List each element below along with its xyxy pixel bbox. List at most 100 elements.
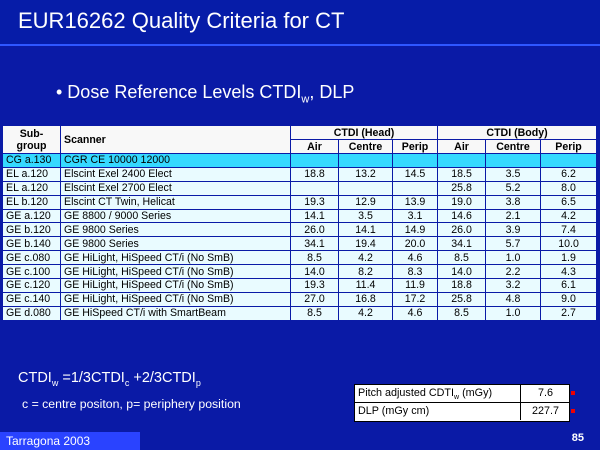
formula-sub1: w [51,377,59,388]
header-body-perip: Perip [540,139,598,154]
cell-head-air: 19.3 [290,194,339,210]
cell-head-air: 8.5 [290,305,339,321]
table-row: GE b.140 GE 9800 Series 34.1 19.4 20.0 34.1 5.… [2,236,598,252]
cell-subgroup: GE c.140 [2,291,61,307]
cell-head-perip: 4.6 [391,250,439,266]
cell-body-air: 14.0 [437,264,487,280]
cell-body-air: 25.8 [437,291,487,307]
cell-head-air: 27.0 [290,291,339,307]
cell-subgroup: EL a.120 [2,180,61,196]
cell-body-air: 14.6 [437,208,487,224]
cell-body-centre: 1.0 [485,305,542,321]
cell-head-perip: 11.9 [391,278,439,293]
page-number: 85 [571,432,584,444]
header-body-air: Air [437,139,487,154]
header-head-air: Air [290,139,339,154]
cell-subgroup: GE c.120 [2,278,61,293]
cell-head-perip: 17.2 [391,291,439,307]
formula-part1: CTDI [18,370,52,386]
cell-body-perip: 2.7 [540,305,598,321]
cell-body-air: 18.8 [437,278,487,293]
cell-head-centre: 19.4 [338,236,393,252]
cell-body-centre: 3.2 [485,278,542,293]
table-row: EL a.120 Elscint Exel 2400 Elect 18.8 13.2 1… [2,166,598,182]
header-body-centre: Centre [485,139,542,154]
result-ctdi-value: 7.6 [520,385,570,402]
cell-head-air: 14.0 [290,264,339,280]
cell-subgroup: EL b.120 [2,194,61,210]
cell-body-centre: 3.8 [485,194,542,210]
cell-subgroup: GE a.120 [2,208,61,224]
ctdi-table-container: Sub- group Scanner CTDI (Head) CTDI (Bod… [2,125,598,356]
cell-body-perip: 1.9 [540,250,598,266]
cell-head-perip: 20.0 [391,236,439,252]
cell-scanner: GE 9800 Series [60,222,291,238]
cell-head-perip: 3.1 [391,208,439,224]
cell-body-perip: 6.5 [540,194,598,210]
title-bar [0,0,600,44]
cell-body-perip: 8.0 [540,180,598,196]
table-row: GE a.120 GE 8800 / 9000 Series 14.1 3.5 3.1 1… [2,208,598,224]
cell-head-centre: 4.2 [338,305,393,321]
cell-body-air: 8.5 [437,250,487,266]
table-row: GE b.120 GE 9800 Series 26.0 14.1 14.9 26.0 3.… [2,222,598,238]
table-row: GE c.120 GE HiLight, HiSpeed CT/i (No SmB… [2,278,598,293]
cell-subgroup: GE b.120 [2,222,61,238]
table-row: GE d.080 GE HiSpeed CT/i with SmartBeam 8.… [2,305,598,321]
cell-head-perip: 4.6 [391,305,439,321]
cell-body-perip: 7.4 [540,222,598,238]
cell-body-centre: 3.5 [485,166,542,182]
result-box: Pitch adjusted CDTIw (mGy) 7.6 DLP (mGy … [354,384,575,422]
header-subgroup-line1: Sub- [19,127,44,140]
bullet-text: • Dose Reference Levels CTDI [56,82,302,102]
cell-scanner: GE 9800 Series [60,236,291,252]
table-row: EL a.120 Elscint Exel 2700 Elect 25.8 5.2 8.… [2,180,598,196]
cell-head-air: 18.8 [290,166,339,182]
cell-head-centre: 13.2 [338,166,393,182]
header-ctdi-body: CTDI (Body) [437,125,598,140]
header-subgroup: Sub- group [2,125,61,154]
formula-part3: +2/3CTDI [129,370,196,386]
cell-head-centre: 14.1 [338,222,393,238]
cell-head-perip [391,180,439,196]
cell-subgroup: CG a.130 [2,153,61,168]
cell-scanner: Elscint Exel 2400 Elect [60,166,291,182]
result-row-ctdi: Pitch adjusted CDTIw (mGy) 7.6 [355,385,575,403]
cell-body-centre: 2.1 [485,208,542,224]
cell-body-air: 8.5 [437,305,487,321]
header-head-centre: Centre [338,139,393,154]
cell-body-perip: 4.3 [540,264,598,280]
cell-subgroup: EL a.120 [2,166,61,182]
table-row: GE c.100 GE HiLight, HiSpeed CT/i (No SmB… [2,264,598,280]
cell-head-air: 14.1 [290,208,339,224]
cell-head-centre: 8.2 [338,264,393,280]
header-head-perip: Perip [391,139,439,154]
title-divider [0,44,600,46]
cell-subgroup: GE d.080 [2,305,61,321]
cell-body-perip: 9.0 [540,291,598,307]
formula-part2: =1/3CTDI [58,370,125,386]
cell-head-air: 34.1 [290,236,339,252]
result-ctdi-label-sub: w [454,394,460,402]
result-dlp-value: 227.7 [520,403,570,420]
cell-body-perip [540,153,598,168]
table-row: EL b.120 Elscint CT Twin, Helicat 19.3 12.9… [2,194,598,210]
formula-sub2: c [124,377,130,388]
formula-sub3: p [195,377,201,388]
bullet-subscript: w [301,93,310,106]
cell-subgroup: GE c.100 [2,264,61,280]
table-row: CG a.130 CGR CE 10000 12000 [2,153,598,168]
bullet-dose-reference: • Dose Reference Levels CTDIw, DLP [56,82,354,106]
table-subheader-row: Air Centre Perip Air Centre Perip [3,139,598,154]
cell-scanner: Elscint Exel 2700 Elect [60,180,291,196]
cell-head-perip: 14.9 [391,222,439,238]
result-ctdi-label-tail: (mGy) [459,387,493,399]
cell-head-centre: 16.8 [338,291,393,307]
cell-scanner: GE HiSpeed CT/i with SmartBeam [60,305,291,321]
cell-head-centre [338,180,393,196]
cell-subgroup: GE c.080 [2,250,61,266]
cell-head-perip: 13.9 [391,194,439,210]
cell-body-centre [485,153,542,168]
cell-body-air [437,153,487,168]
bullet-tail: , DLP [309,82,355,102]
